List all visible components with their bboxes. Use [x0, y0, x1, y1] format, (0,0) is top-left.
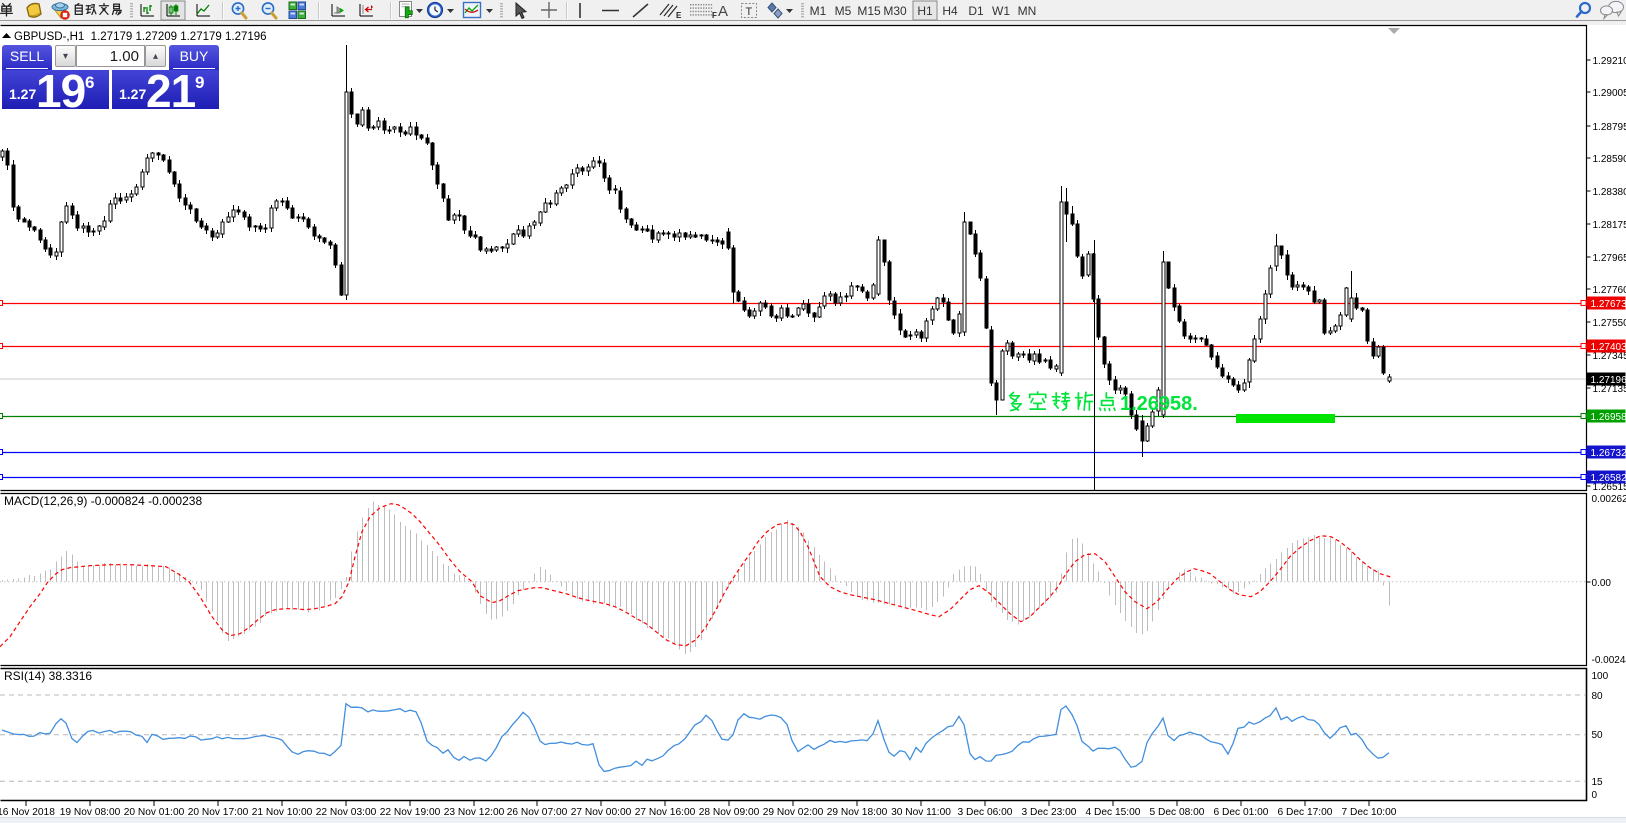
svg-text:MACD(12,26,9) -0.000824 -0.000: MACD(12,26,9) -0.000824 -0.000238 [4, 494, 202, 508]
svg-text:28 Nov 09:00: 28 Nov 09:00 [699, 807, 760, 818]
svg-text:1.29210: 1.29210 [1593, 56, 1626, 67]
svg-text:29 Nov 18:00: 29 Nov 18:00 [827, 807, 888, 818]
svg-text:26 Nov 07:00: 26 Nov 07:00 [507, 807, 568, 818]
svg-text:5 Dec 08:00: 5 Dec 08:00 [1150, 807, 1205, 818]
svg-text:27 Nov 00:00: 27 Nov 00:00 [571, 807, 632, 818]
svg-text:M15: M15 [857, 4, 881, 18]
svg-text:RSI(14) 38.3316: RSI(14) 38.3316 [4, 669, 92, 683]
svg-text:7 Dec 10:00: 7 Dec 10:00 [1342, 807, 1397, 818]
svg-text:20 Nov 01:00: 20 Nov 01:00 [124, 807, 185, 818]
svg-text:1.26958: 1.26958 [1591, 412, 1626, 423]
svg-text:-0.00244: -0.00244 [1592, 655, 1626, 666]
svg-text:50: 50 [1592, 730, 1604, 741]
svg-text:1.29005: 1.29005 [1593, 88, 1626, 99]
svg-text:0.00: 0.00 [1592, 578, 1612, 589]
svg-text:30 Nov 11:00: 30 Nov 11:00 [891, 807, 951, 818]
svg-text:100: 100 [1592, 671, 1609, 682]
svg-text:F: F [712, 11, 717, 20]
svg-text:3 Dec 23:00: 3 Dec 23:00 [1022, 807, 1077, 818]
svg-text:1.28795: 1.28795 [1593, 122, 1626, 133]
svg-text:1.28175: 1.28175 [1593, 220, 1626, 231]
svg-text:21 Nov 10:00: 21 Nov 10:00 [252, 807, 313, 818]
svg-text:6 Dec 01:00: 6 Dec 01:00 [1214, 807, 1269, 818]
svg-text:3 Dec 06:00: 3 Dec 06:00 [958, 807, 1013, 818]
svg-text:1.27135: 1.27135 [1593, 384, 1626, 395]
svg-text:80: 80 [1592, 691, 1604, 702]
svg-text:1.27673: 1.27673 [1591, 299, 1626, 310]
svg-text:1.27760: 1.27760 [1593, 285, 1626, 296]
svg-text:GBPUSD-,H1 1.27179 1.27209 1.: GBPUSD-,H1 1.27179 1.27209 1.27179 1.271… [14, 31, 267, 43]
svg-text:16 Nov 2018: 16 Nov 2018 [0, 807, 55, 818]
svg-text:4 Dec 15:00: 4 Dec 15:00 [1086, 807, 1141, 818]
svg-text:1.28590: 1.28590 [1593, 154, 1626, 165]
svg-text:T: T [746, 6, 753, 18]
svg-text:1.26582: 1.26582 [1591, 473, 1626, 484]
svg-text:M30: M30 [883, 4, 907, 18]
svg-text:0: 0 [1592, 790, 1598, 801]
svg-text:1.27345: 1.27345 [1593, 351, 1626, 362]
svg-text:1.26958.: 1.26958. [1120, 393, 1198, 415]
svg-text:E: E [676, 11, 682, 20]
svg-text:1.27196: 1.27196 [1591, 375, 1626, 386]
svg-text:6 Dec 17:00: 6 Dec 17:00 [1278, 807, 1333, 818]
svg-text:22 Nov 19:00: 22 Nov 19:00 [380, 807, 441, 818]
svg-text:1.26515: 1.26515 [1593, 482, 1626, 493]
svg-text:MN: MN [1018, 4, 1037, 18]
svg-text:22 Nov 03:00: 22 Nov 03:00 [316, 807, 377, 818]
svg-text:W1: W1 [992, 4, 1010, 18]
svg-text:1.28380: 1.28380 [1593, 187, 1626, 198]
svg-text:H1: H1 [917, 4, 933, 18]
svg-text:20 Nov 17:00: 20 Nov 17:00 [188, 807, 249, 818]
svg-text:27 Nov 16:00: 27 Nov 16:00 [635, 807, 696, 818]
svg-text:19 Nov 08:00: 19 Nov 08:00 [60, 807, 121, 818]
svg-text:1.27550: 1.27550 [1593, 318, 1626, 329]
svg-text:1.27403: 1.27403 [1591, 342, 1626, 353]
svg-text:M1: M1 [810, 4, 827, 18]
svg-text:D1: D1 [968, 4, 984, 18]
svg-text:M5: M5 [835, 4, 852, 18]
svg-text:29 Nov 02:00: 29 Nov 02:00 [763, 807, 824, 818]
svg-text:1.26732: 1.26732 [1591, 448, 1626, 459]
svg-text:15: 15 [1592, 777, 1604, 788]
svg-text:23 Nov 12:00: 23 Nov 12:00 [444, 807, 505, 818]
svg-text:0.002627: 0.002627 [1592, 494, 1626, 505]
svg-text:1.27965: 1.27965 [1593, 253, 1626, 264]
svg-text:A: A [718, 3, 728, 20]
svg-text:H4: H4 [942, 4, 958, 18]
